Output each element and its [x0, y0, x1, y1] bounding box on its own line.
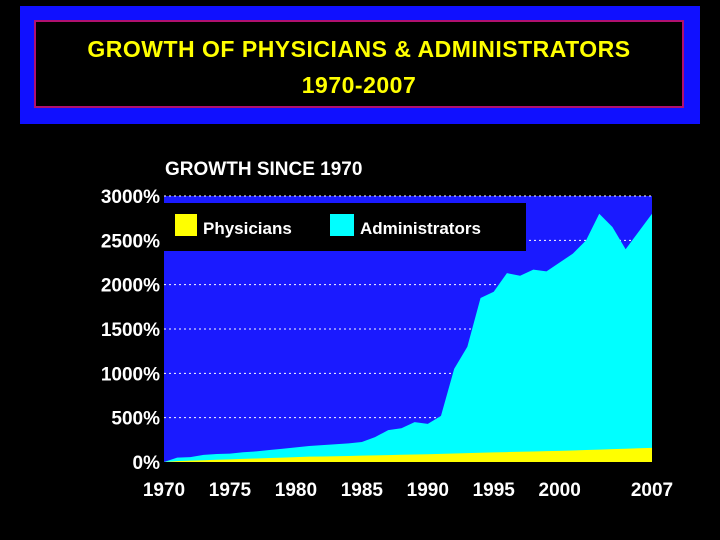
y-tick-label: 0% — [133, 453, 161, 474]
slide-title-line2: 1970-2007 — [301, 72, 417, 98]
x-tick-label: 2007 — [631, 480, 673, 501]
x-tick-label: 1995 — [473, 480, 516, 501]
legend-swatch-administrators — [330, 214, 354, 236]
x-tick-label: 2000 — [539, 480, 581, 501]
y-tick-label: 2500% — [101, 231, 160, 252]
y-tick-label: 1500% — [101, 320, 160, 341]
slide-title-line1: GROWTH OF PHYSICIANS & ADMINISTRATORS — [87, 36, 631, 62]
y-tick-label: 2000% — [101, 276, 160, 297]
legend-label-physicians: Physicians — [203, 219, 292, 238]
x-tick-label: 1985 — [341, 480, 384, 501]
x-axis-ticks: 1970 1975 1980 1985 1990 1995 2000 2007 — [143, 480, 673, 501]
series-areas — [164, 213, 652, 462]
x-tick-label: 1975 — [209, 480, 252, 501]
x-tick-label: 1980 — [275, 480, 317, 501]
y-tick-label: 3000% — [101, 187, 160, 208]
y-axis-ticks: 0% 500% 1000% 1500% 2000% 2500% 3000% — [101, 187, 160, 474]
x-tick-label: 1990 — [407, 480, 449, 501]
legend-label-administrators: Administrators — [360, 219, 481, 238]
title-banner: GROWTH OF PHYSICIANS & ADMINISTRATORS 19… — [20, 6, 700, 124]
area-physicians — [164, 447, 652, 462]
title-panel: GROWTH OF PHYSICIANS & ADMINISTRATORS 19… — [34, 20, 684, 108]
legend-swatch-physicians — [175, 214, 197, 236]
legend: Physicians Administrators — [164, 203, 526, 251]
y-tick-label: 500% — [111, 409, 160, 430]
y-tick-label: 1000% — [101, 364, 160, 385]
x-tick-label: 1970 — [143, 480, 185, 501]
chart-subtitle: GROWTH SINCE 1970 — [165, 159, 362, 180]
area-administrators — [164, 213, 652, 462]
